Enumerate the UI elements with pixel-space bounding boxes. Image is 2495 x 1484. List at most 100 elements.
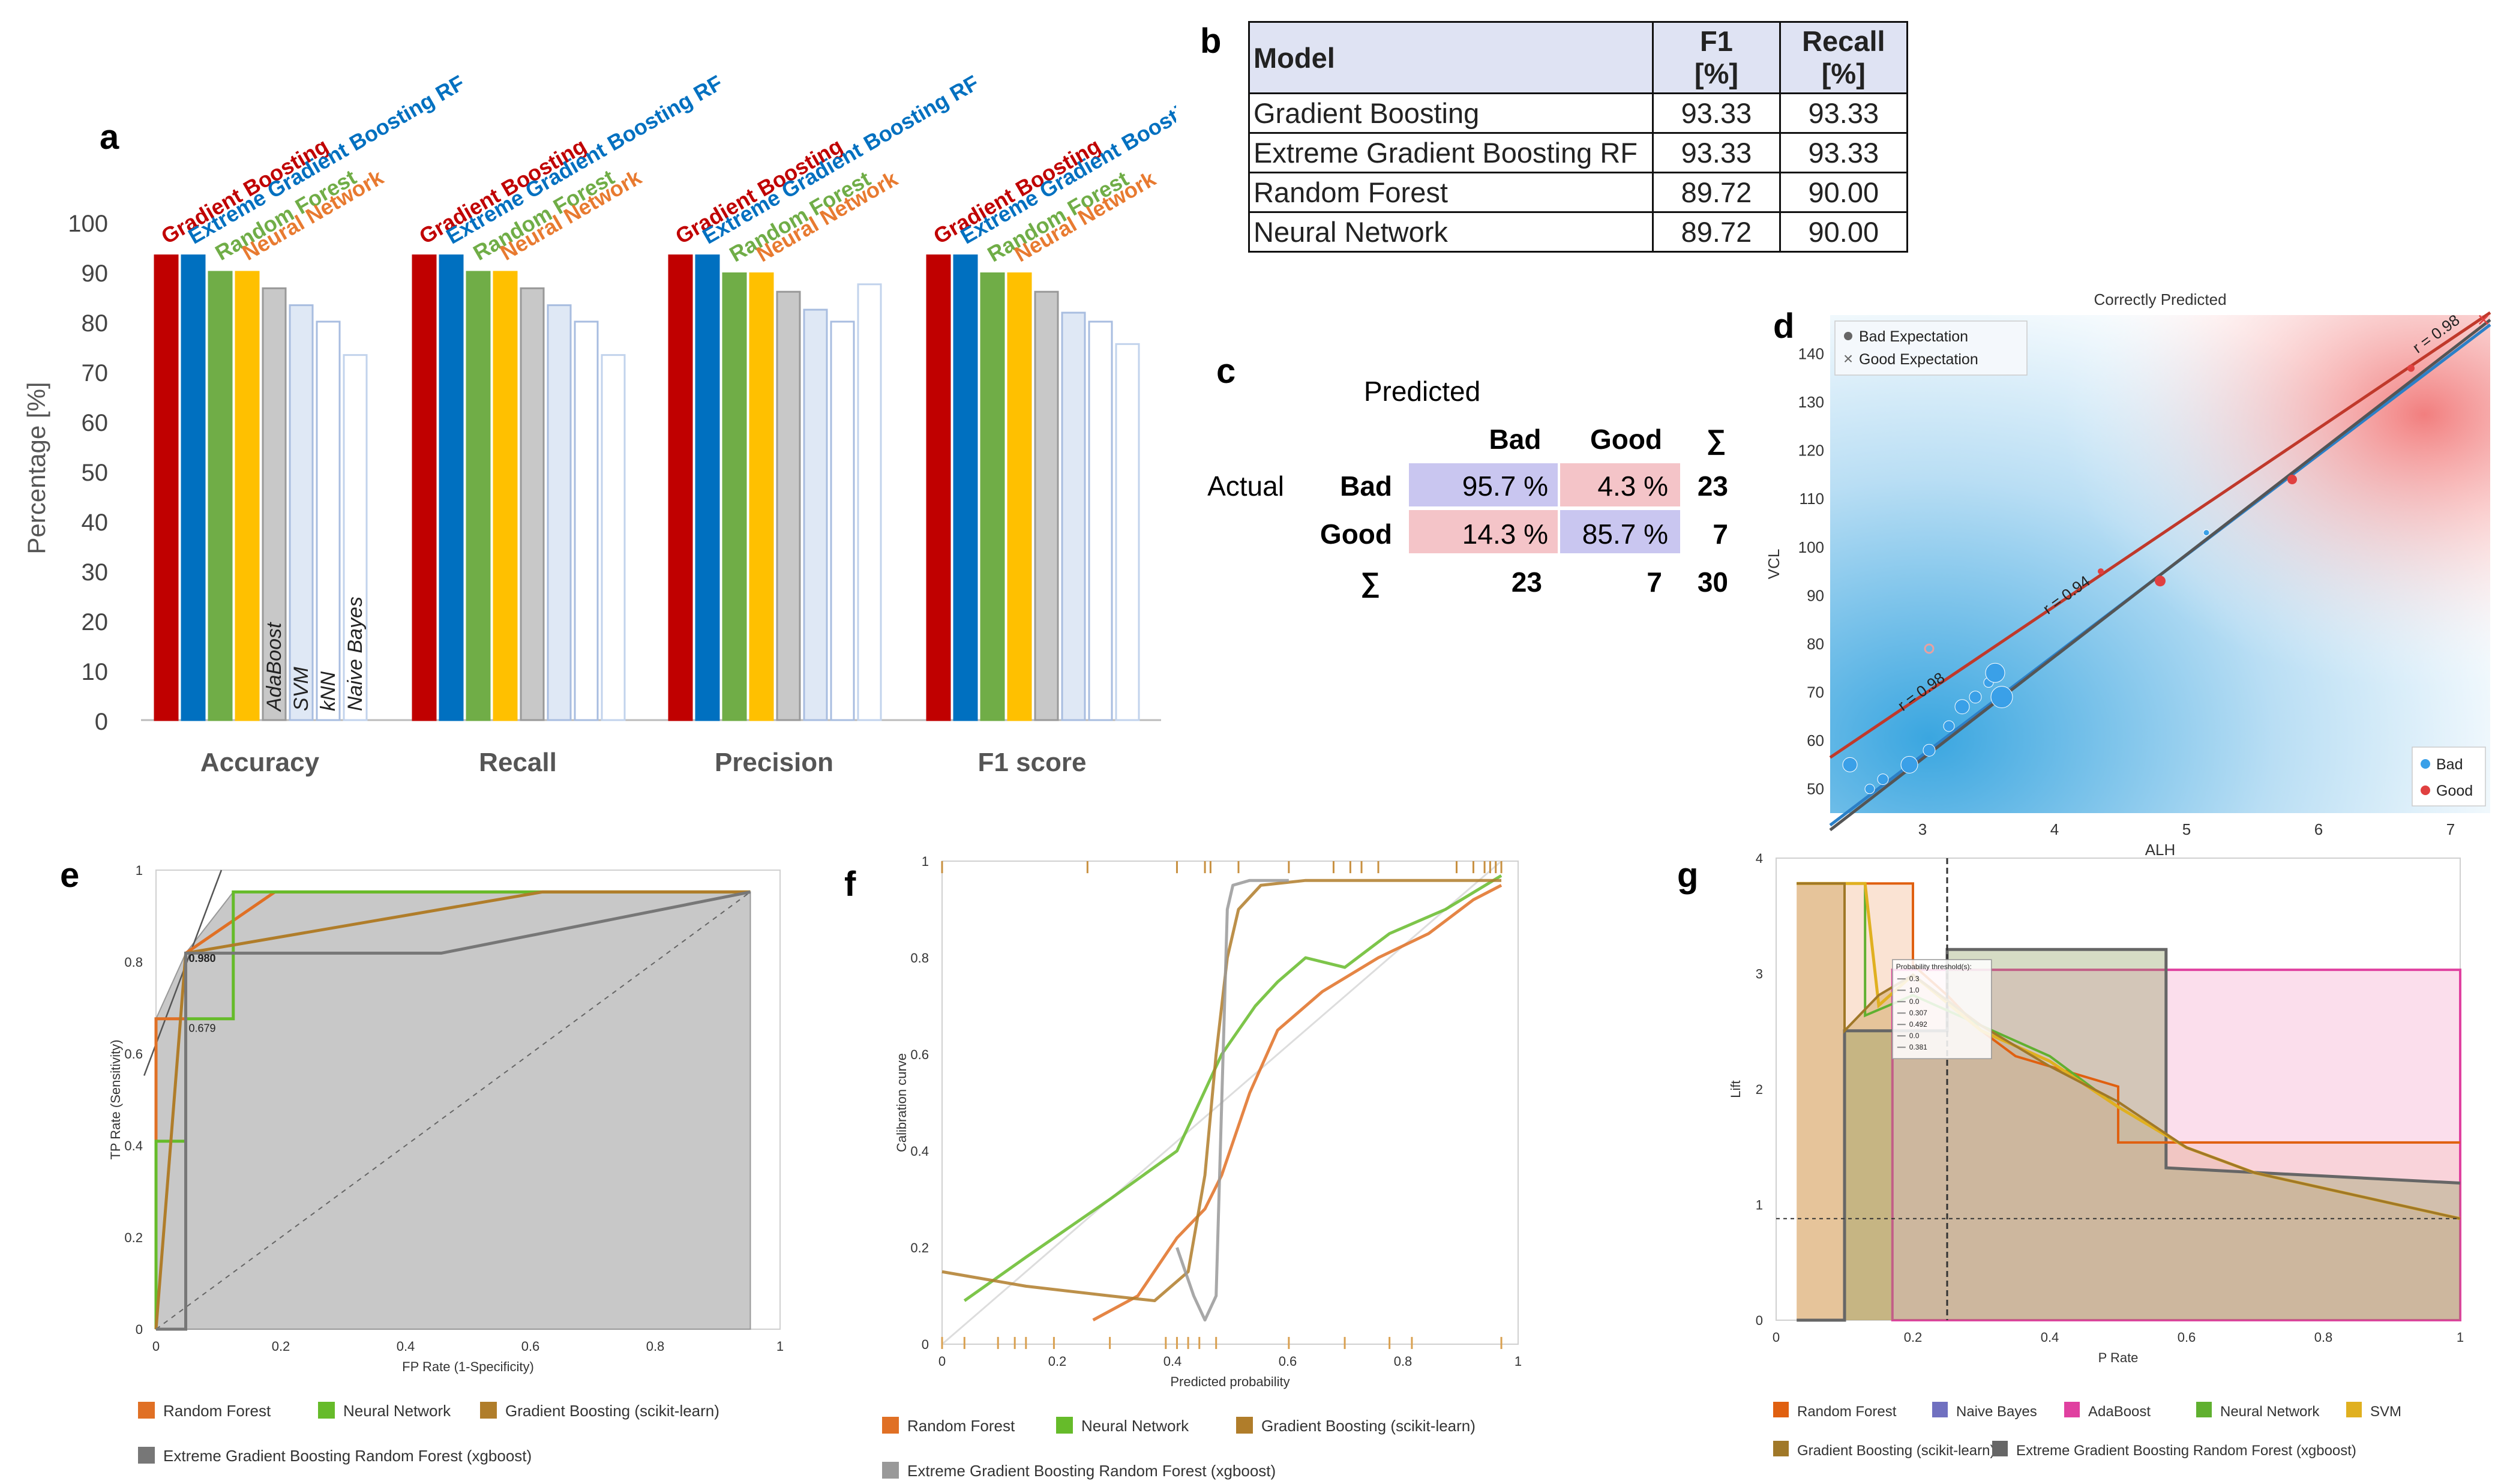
legend-swatch: [138, 1447, 155, 1464]
legend-swatch: [882, 1417, 899, 1434]
scatter-point-bad: [1842, 757, 1858, 772]
regression-line: [1829, 319, 2491, 832]
x-tick-label: 0.2: [1048, 1354, 1067, 1369]
y-tick-label: 50: [82, 460, 109, 486]
cm-cell: 85.7 %: [1582, 518, 1668, 550]
cm-cell: 7: [1713, 518, 1728, 550]
panel-label-b: b: [1200, 22, 1222, 61]
y-tick-label: 100: [1798, 538, 1824, 556]
metrics-cell: 89.72: [1652, 211, 1781, 253]
y-tick-label: 140: [1798, 344, 1824, 362]
tooltip-value: 0.492: [1909, 1020, 1927, 1029]
bar: [412, 254, 437, 721]
x-tick-label: 0: [938, 1354, 946, 1369]
y-tick-label: 0.8: [124, 955, 143, 970]
y-tick-label: 0.4: [124, 1138, 143, 1153]
panel-label-e: e: [60, 856, 80, 895]
bar: [574, 320, 599, 721]
metrics-col-recall: Recall [%]: [1779, 20, 1909, 95]
x-tick-label: 0: [1773, 1330, 1780, 1345]
legend-swatch: [2346, 1402, 2362, 1417]
bar: [803, 308, 828, 721]
metrics-cell: 93.33: [1779, 132, 1909, 174]
scatter-point-bad: [1969, 691, 1982, 704]
panel-label-f: f: [844, 865, 856, 904]
threshold-tooltip: [1892, 959, 1992, 1059]
legend-marker: [1844, 332, 1852, 340]
bar: [776, 290, 801, 721]
chart-d-scatter: Correctly Predicted 3 4 5 6 7 50 60 70 80 90 100 110…: [1765, 290, 2491, 859]
legend-label: Gradient Boosting (scikit-learn): [505, 1402, 719, 1420]
bar: [830, 320, 855, 721]
chart-g-lift: 0 0.2 0.4 0.6 0.8 1 0 1 2 3 4 P Rate Lift Probability…: [1728, 851, 2464, 1459]
cm-col-good: Good: [1590, 424, 1662, 455]
legend-swatch: [1992, 1441, 2008, 1456]
tooltip-value: 0.307: [1909, 1009, 1927, 1017]
table-row: Gradient Boosting 93.33 93.33: [1248, 92, 1909, 134]
bar: [1061, 311, 1086, 721]
legend-swatch: [1056, 1417, 1073, 1434]
cm-cell: 7: [1647, 566, 1662, 598]
y-tick-label: 0: [95, 709, 108, 735]
scatter-point-faint: [1924, 643, 1935, 654]
legend-label: Good: [2436, 783, 2473, 799]
y-tick-label: 20: [82, 609, 109, 635]
legend-label: Bad Expectation: [1859, 328, 1968, 345]
cm-predicted-label: Predicted: [1364, 376, 1480, 407]
y-axis-label: Percentage [%]: [22, 382, 50, 554]
legend-marker: [2421, 759, 2430, 769]
y-tick-label: 1: [922, 854, 929, 869]
scatter-point-good: [2098, 568, 2104, 575]
calibration-curve: [963, 874, 1503, 1302]
legend-swatch: [480, 1402, 497, 1419]
tooltip-title: Probability threshold(s):: [1896, 963, 1972, 971]
x-axis-label: P Rate: [2098, 1350, 2139, 1365]
x-tick-label: 1: [1515, 1354, 1522, 1369]
x-tick-label: 0.8: [1394, 1354, 1413, 1369]
panel-label-c: c: [1216, 352, 1236, 391]
legend-label: Good Expectation: [1859, 351, 1978, 368]
legend-label: Gradient Boosting (scikit-learn): [1261, 1417, 1476, 1435]
legend-label: Neural Network: [1081, 1417, 1189, 1435]
y-tick-label: 60: [82, 410, 109, 436]
y-tick-label: 1: [1756, 1198, 1763, 1213]
y-tick-label: 1: [136, 863, 143, 878]
chart-f-calibration: 0 0.2 0.4 0.6 0.8 1 0 0.2 0.4 0.6 0.8 1 Predicted pr…: [882, 854, 1522, 1480]
panel-label-g: g: [1677, 856, 1699, 895]
y-tick-label: 0.2: [910, 1240, 929, 1255]
scatter-point-good-expectation: ×: [2477, 307, 2490, 332]
cm-cell: 30: [1698, 566, 1728, 598]
bar: [466, 271, 491, 721]
bar: [1034, 290, 1059, 721]
metrics-header-row: Model F1 [%] Recall [%]: [1248, 20, 1909, 95]
series-name-label: SVM: [290, 667, 313, 711]
scatter-point-bad: [1923, 744, 1936, 757]
scatter-point-bad: [1990, 686, 2013, 709]
x-tick-label: 0: [152, 1339, 160, 1354]
legend-swatch: [1236, 1417, 1253, 1434]
legend-label: Extreme Gradient Boosting Random Forest …: [2016, 1443, 2356, 1459]
metrics-cell: Neural Network: [1248, 211, 1654, 253]
table-row: Neural Network 89.72 90.00: [1248, 211, 1909, 253]
scatter-point-bad: [1985, 662, 2005, 683]
legend-marker: ×: [1843, 349, 1853, 368]
y-tick-label: 120: [1798, 442, 1824, 460]
x-tick-label: 0.6: [1279, 1354, 1297, 1369]
plot-background-red: [1830, 315, 2490, 813]
cm-actual-label: Actual: [1207, 470, 1284, 502]
roc-annotation: 0.679: [188, 1023, 215, 1035]
bar: [953, 254, 978, 721]
x-tick-label: 6: [2314, 820, 2323, 838]
bar: [1007, 272, 1032, 721]
y-tick-label: 0.6: [124, 1047, 143, 1062]
y-tick-label: 90: [1807, 586, 1824, 604]
bar: [235, 271, 260, 721]
metrics-cell: 89.72: [1652, 172, 1781, 214]
x-tick-label: 0.6: [2178, 1330, 2196, 1345]
regression-line: [1829, 311, 2491, 759]
cm-col-bad: Bad: [1489, 424, 1542, 455]
plot-frame: [941, 861, 1519, 1345]
bar: [316, 320, 341, 721]
y-tick-label: 10: [82, 659, 109, 685]
scatter-point-bad: [1900, 756, 1918, 774]
